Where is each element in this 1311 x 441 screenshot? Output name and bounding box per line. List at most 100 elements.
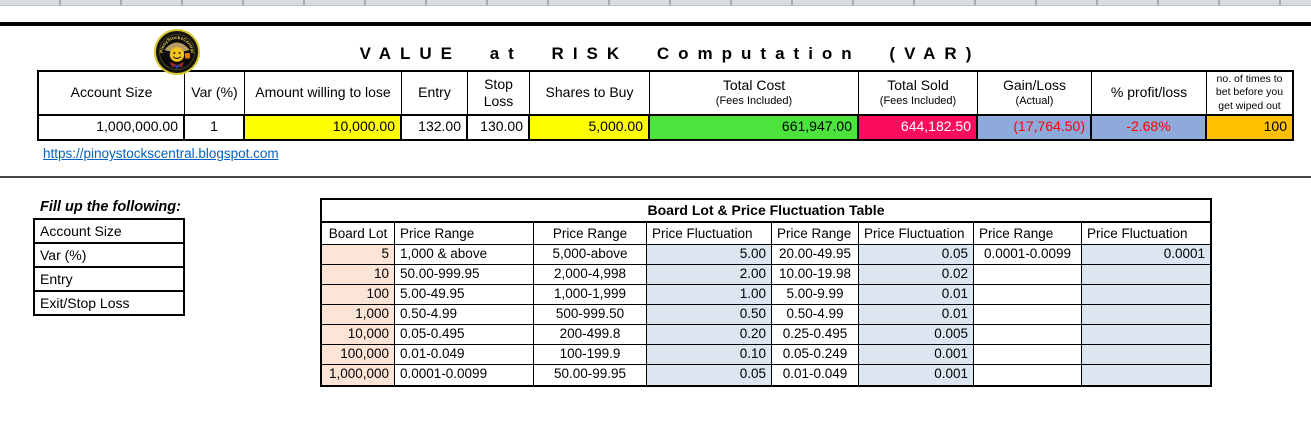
- col-header-stop-loss: Stop Loss: [468, 72, 530, 116]
- board-cell-price-fluctuation[interactable]: 0.20: [647, 325, 772, 345]
- board-cell-price-fluctuation[interactable]: 0.05: [859, 245, 974, 265]
- board-cell-price-range[interactable]: 20.00-49.95: [772, 245, 859, 265]
- board-cell-price-fluctuation[interactable]: [1082, 265, 1210, 285]
- column-header-strip: [0, 0, 1311, 6]
- board-cell-price-fluctuation[interactable]: [1082, 365, 1210, 385]
- board-cell-price-range[interactable]: [974, 285, 1082, 305]
- col-header-price-range-1: Price Range: [395, 223, 534, 245]
- col-header-pct-profit-loss: % profit/loss: [1092, 72, 1207, 116]
- top-border-bar: [0, 22, 1311, 26]
- board-cell-price-range[interactable]: [974, 265, 1082, 285]
- cell-total-sold[interactable]: 644,182.50: [859, 116, 978, 139]
- var-table-header-row: Account Size Var (%) Amount willing to l…: [39, 72, 1292, 116]
- blog-link[interactable]: https://pinoystockscentral.blogspot.com: [43, 146, 279, 161]
- board-lot-table: Board Lot & Price Fluctuation Table Boar…: [320, 198, 1212, 387]
- board-cell-board-lot[interactable]: 1,000,000: [322, 365, 395, 385]
- board-cell-price-range[interactable]: 0.0001-0.0099: [974, 245, 1082, 265]
- board-table-title: Board Lot & Price Fluctuation Table: [322, 200, 1210, 223]
- board-cell-price-range[interactable]: 0.05-0.495: [395, 325, 534, 345]
- fill-up-item-entry[interactable]: Entry: [35, 268, 183, 292]
- col-header-price-range-2: Price Range: [534, 223, 647, 245]
- board-cell-board-lot[interactable]: 1,000: [322, 305, 395, 325]
- board-cell-price-fluctuation[interactable]: [1082, 285, 1210, 305]
- board-cell-price-range[interactable]: 1,000-1,999: [534, 285, 647, 305]
- board-cell-price-range[interactable]: 1,000 & above: [395, 245, 534, 265]
- board-cell-price-fluctuation[interactable]: 0.05: [647, 365, 772, 385]
- board-cell-price-fluctuation[interactable]: 0.01: [859, 305, 974, 325]
- board-cell-price-fluctuation[interactable]: 0.001: [859, 345, 974, 365]
- board-cell-price-range[interactable]: 10.00-19.98: [772, 265, 859, 285]
- fill-up-heading: Fill up the following:: [40, 199, 181, 215]
- col-header-price-range-3: Price Range: [772, 223, 859, 245]
- board-cell-price-fluctuation[interactable]: [1082, 345, 1210, 365]
- cell-stop-loss[interactable]: 130.00: [468, 116, 530, 139]
- board-cell-price-range[interactable]: [974, 325, 1082, 345]
- board-cell-price-range[interactable]: 100-199.9: [534, 345, 647, 365]
- var-table-value-row: 1,000,000.00 1 10,000.00 132.00 130.00 5…: [39, 116, 1292, 139]
- cell-gain-loss[interactable]: (17,764.50): [978, 116, 1092, 139]
- board-cell-price-fluctuation[interactable]: 0.10: [647, 345, 772, 365]
- board-cell-price-range[interactable]: 0.01-0.049: [395, 345, 534, 365]
- board-cell-price-fluctuation[interactable]: 0.001: [859, 365, 974, 385]
- col-header-account-size: Account Size: [39, 72, 185, 116]
- board-lot-grid: Board Lot Price Range Price Range Price …: [322, 223, 1210, 385]
- board-cell-price-range[interactable]: 0.25-0.495: [772, 325, 859, 345]
- board-cell-price-range[interactable]: [974, 305, 1082, 325]
- col-header-var-pct: Var (%): [185, 72, 245, 116]
- cell-var-pct[interactable]: 1: [185, 116, 245, 139]
- col-header-price-range-4: Price Range: [974, 223, 1082, 245]
- board-cell-price-range[interactable]: 500-999.50: [534, 305, 647, 325]
- board-cell-price-fluctuation[interactable]: 0.01: [859, 285, 974, 305]
- cell-total-cost[interactable]: 661,947.00: [650, 116, 859, 139]
- board-cell-board-lot[interactable]: 100: [322, 285, 395, 305]
- board-cell-price-range[interactable]: 50.00-999.95: [395, 265, 534, 285]
- section-divider: [0, 176, 1311, 178]
- board-cell-price-range[interactable]: [974, 365, 1082, 385]
- fill-up-item-account-size[interactable]: Account Size: [35, 220, 183, 244]
- cell-amount-willing[interactable]: 10,000.00: [245, 116, 402, 139]
- fill-up-item-exit-stop-loss[interactable]: Exit/Stop Loss: [40, 295, 130, 311]
- board-cell-price-range[interactable]: 5,000-above: [534, 245, 647, 265]
- board-cell-price-fluctuation[interactable]: 2.00: [647, 265, 772, 285]
- board-cell-price-fluctuation[interactable]: [1082, 325, 1210, 345]
- board-cell-price-fluctuation[interactable]: 5.00: [647, 245, 772, 265]
- board-cell-price-range[interactable]: 0.01-0.049: [772, 365, 859, 385]
- fill-up-list: Account Size Var (%) Entry Exit/Stop Los…: [33, 218, 185, 316]
- board-cell-price-fluctuation[interactable]: 0.02: [859, 265, 974, 285]
- board-cell-price-fluctuation[interactable]: 0.0001: [1082, 245, 1210, 265]
- board-cell-board-lot[interactable]: 5: [322, 245, 395, 265]
- cell-pct-profit-loss[interactable]: -2.68%: [1092, 116, 1207, 139]
- board-cell-price-range[interactable]: 2,000-4,998: [534, 265, 647, 285]
- col-header-amount-willing: Amount willing to lose: [245, 72, 402, 116]
- board-cell-price-range[interactable]: 5.00-49.95: [395, 285, 534, 305]
- col-header-board-lot: Board Lot: [322, 223, 395, 245]
- cell-shares-to-buy[interactable]: 5,000.00: [530, 116, 650, 139]
- board-cell-price-fluctuation[interactable]: 1.00: [647, 285, 772, 305]
- board-cell-board-lot[interactable]: 10,000: [322, 325, 395, 345]
- board-cell-price-range[interactable]: 0.50-4.99: [772, 305, 859, 325]
- board-cell-price-range[interactable]: 200-499.8: [534, 325, 647, 345]
- board-cell-price-range[interactable]: 0.50-4.99: [395, 305, 534, 325]
- cell-times-to-bet[interactable]: 100: [1207, 116, 1292, 139]
- col-header-price-fluctuation-2: Price Fluctuation: [859, 223, 974, 245]
- col-header-price-fluctuation-1: Price Fluctuation: [647, 223, 772, 245]
- board-cell-price-range[interactable]: [974, 345, 1082, 365]
- col-header-times-to-bet: no. of times to bet before you get wiped…: [1207, 72, 1292, 116]
- col-header-gain-loss: Gain/Loss (Actual): [978, 72, 1092, 116]
- col-header-entry: Entry: [402, 72, 468, 116]
- board-cell-board-lot[interactable]: 10: [322, 265, 395, 285]
- board-cell-board-lot[interactable]: 100,000: [322, 345, 395, 365]
- board-cell-price-range[interactable]: 50.00-99.95: [534, 365, 647, 385]
- board-cell-price-range[interactable]: 0.0001-0.0099: [395, 365, 534, 385]
- page-title: VALUE at RISK Computation (VAR): [359, 44, 981, 63]
- board-cell-price-fluctuation[interactable]: 0.50: [647, 305, 772, 325]
- board-cell-price-range[interactable]: 0.05-0.249: [772, 345, 859, 365]
- board-cell-price-fluctuation[interactable]: [1082, 305, 1210, 325]
- cell-entry[interactable]: 132.00: [402, 116, 468, 139]
- fill-up-item-var-pct[interactable]: Var (%): [35, 244, 183, 268]
- col-header-total-cost: Total Cost (Fees Included): [650, 72, 859, 116]
- cell-account-size[interactable]: 1,000,000.00: [39, 116, 185, 139]
- board-cell-price-range[interactable]: 5.00-9.99: [772, 285, 859, 305]
- board-cell-price-fluctuation[interactable]: 0.005: [859, 325, 974, 345]
- col-header-total-sold: Total Sold (Fees Included): [859, 72, 978, 116]
